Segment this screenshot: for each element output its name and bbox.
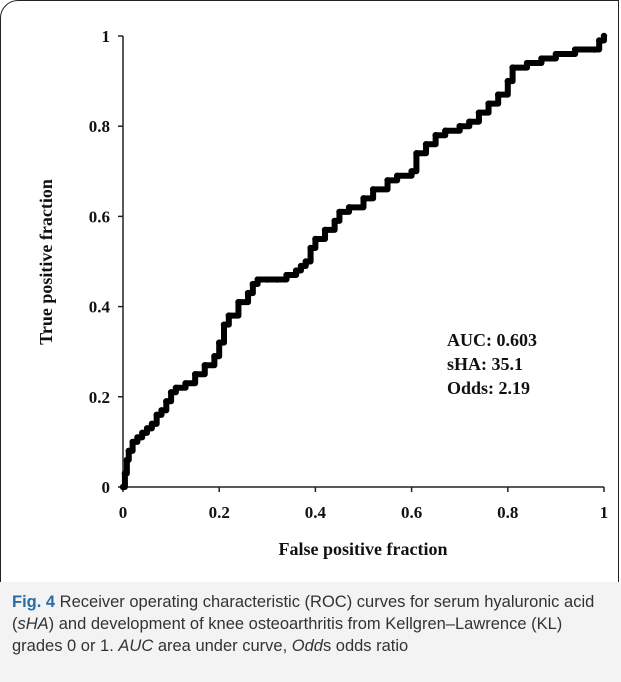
roc-point — [307, 244, 314, 252]
roc-point — [220, 321, 228, 328]
roc-chart: 0 0.2 0.4 0.6 0.8 1 0 0.2 0.4 0.6 0.8 1 False posi… — [36, 27, 609, 559]
roc-point — [331, 217, 338, 225]
roc-point — [523, 59, 531, 67]
caption-italic-2: AUC — [118, 637, 154, 655]
roc-point — [123, 456, 131, 464]
roc-point — [225, 312, 233, 319]
roc-point — [153, 411, 160, 419]
roc-point — [244, 289, 252, 297]
roc-point — [456, 123, 463, 130]
roc-point — [163, 398, 170, 405]
roc-point — [191, 371, 199, 378]
roc-point — [504, 77, 511, 85]
roc-point — [393, 172, 401, 180]
roc-point — [591, 46, 598, 53]
roc-point — [302, 258, 309, 265]
roc-point — [312, 235, 319, 243]
roc-point — [509, 64, 516, 71]
x-axis-title: False positive fraction — [279, 539, 448, 559]
y-tick-label: 0.6 — [89, 207, 110, 226]
caption-italic-3: Odd — [291, 637, 323, 655]
roc-point — [264, 276, 271, 283]
x-tick-labels: 0 0.2 0.4 0.6 0.8 1 — [119, 487, 609, 522]
roc-point — [384, 177, 391, 184]
y-tick-label: 0.4 — [89, 298, 111, 317]
roc-point — [249, 280, 257, 288]
roc-point — [211, 353, 218, 360]
roc-point — [129, 438, 136, 446]
chart-axes — [122, 36, 604, 488]
roc-point — [360, 195, 367, 202]
chart-annotations: AUC: 0.603 sHA: 35.1 Odds: 2.19 — [447, 330, 537, 398]
roc-point — [485, 100, 492, 107]
roc-point — [201, 362, 208, 369]
roc-point — [571, 46, 579, 53]
roc-point — [595, 37, 603, 44]
x-tick-label: 0 — [119, 503, 128, 522]
roc-point — [494, 91, 502, 98]
roc-point — [321, 226, 329, 234]
caption-text-2: ) and development of knee osteoarthritis… — [12, 615, 563, 655]
annotation-line: sHA: 35.1 — [447, 354, 523, 374]
roc-point — [158, 407, 165, 414]
roc-point — [254, 276, 261, 283]
x-tick-label: 0.8 — [497, 503, 518, 522]
caption-figure-label: Fig. 4 — [12, 593, 56, 611]
caption-italic-1: sHA — [17, 615, 49, 633]
y-axis-title: True positive fraction — [36, 179, 56, 345]
y-tick-labels: 0 0.2 0.4 0.6 0.8 1 — [89, 27, 123, 497]
roc-point — [182, 380, 189, 387]
roc-point — [139, 429, 146, 437]
roc-point — [121, 470, 129, 477]
roc-point — [466, 118, 473, 125]
roc-point — [413, 150, 420, 157]
roc-point — [167, 389, 175, 396]
roc-point — [125, 447, 132, 455]
roc-point — [216, 339, 223, 346]
roc-point — [600, 32, 608, 40]
roc-point — [345, 204, 353, 211]
roc-curve-line — [120, 33, 607, 490]
y-tick-label: 0.2 — [89, 388, 110, 407]
y-tick-label: 0 — [102, 478, 111, 497]
y-tick-label: 0.8 — [89, 117, 110, 136]
caption-text-1: Receiver operating characteristic (ROC) … — [12, 593, 595, 633]
roc-point — [292, 267, 300, 274]
roc-point — [422, 141, 430, 148]
roc-point — [119, 483, 127, 491]
roc-point — [172, 384, 180, 391]
x-tick-label: 0.2 — [209, 503, 230, 522]
roc-point — [336, 208, 343, 216]
annotation-line: Odds: 2.19 — [447, 378, 530, 398]
roc-points — [119, 32, 608, 491]
caption-text-4: s odds ratio — [322, 637, 409, 655]
roc-point — [475, 109, 483, 116]
roc-point — [552, 50, 560, 58]
x-tick-label: 0.4 — [305, 503, 327, 522]
roc-point — [442, 127, 449, 134]
roc-point — [235, 298, 242, 306]
roc-point — [369, 186, 377, 193]
roc-point — [538, 55, 545, 62]
roc-point — [432, 132, 439, 139]
roc-point — [134, 434, 141, 441]
y-tick-label: 1 — [102, 27, 111, 46]
x-tick-label: 0.6 — [401, 503, 422, 522]
annotation-line: AUC: 0.603 — [447, 330, 537, 350]
roc-point — [143, 425, 151, 432]
roc-point — [273, 276, 281, 283]
roc-point — [148, 420, 156, 428]
caption-text-3: area under curve, — [153, 637, 292, 655]
roc-point — [297, 262, 305, 270]
roc-point — [283, 271, 290, 279]
roc-point — [408, 168, 415, 175]
figure-caption: Fig. 4 Receiver operating characteristic… — [0, 582, 621, 682]
x-tick-label: 1 — [600, 503, 609, 522]
